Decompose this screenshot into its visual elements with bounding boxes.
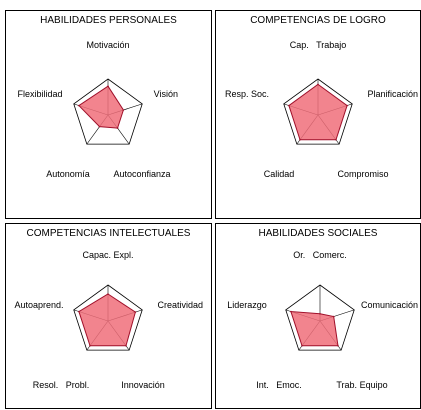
radar-chart: Motivación Visión Autoconfianza Autonomía Fl… <box>17 40 178 179</box>
radar-axis-label: Autonomía <box>46 169 90 179</box>
radar-data-point <box>346 104 348 107</box>
radar-axis-label: Calidad <box>264 169 295 179</box>
radar-data-point <box>317 83 319 86</box>
radar-panel-competencias-intelectuales: COMPETENCIAS INTELECTUALES Capac. Expl. C… <box>5 223 212 409</box>
radar-axis-label: Resol. Probl. <box>33 380 90 390</box>
radar-panel-habilidades-sociales: HABILIDADES SOCIALES Or. Comerc. Comunica… <box>215 223 421 409</box>
radar-data-point <box>78 104 80 107</box>
radar-data-point <box>290 310 292 313</box>
radar-chart: Capac. Expl. Creatividad Innovación Resol. … <box>14 250 203 390</box>
radar-series-area <box>78 293 136 347</box>
panel-title: COMPETENCIAS INTELECTUALES <box>26 228 191 239</box>
radar-data-point <box>301 344 303 347</box>
radar-axis-label: Autoaprend. <box>14 300 63 310</box>
radar-data-point <box>332 315 335 318</box>
radar-data-point <box>122 109 125 111</box>
radar-axis-label: Cap. Trabajo <box>290 40 347 50</box>
radar-panel-habilidades-personales: HABILIDADES PERSONALES Motivación Visión A… <box>5 10 212 219</box>
radar-axis-label: Capac. Expl. <box>82 250 133 260</box>
radar-series-area <box>78 85 124 129</box>
radar-axis-label: Visión <box>154 89 178 99</box>
radar-frame <box>283 78 353 145</box>
radar-data-point <box>78 310 80 313</box>
radar-axis-label: Int. Emoc. <box>256 380 302 390</box>
radar-chart: Or. Comerc. Comunicación Trab. Equipo Int. … <box>227 250 418 390</box>
radar-data-point <box>299 138 301 141</box>
radar-data-point <box>319 313 321 315</box>
radar-data-point <box>89 344 91 347</box>
radar-axis-label: Comunicación <box>361 300 418 310</box>
radar-data-point <box>134 311 137 313</box>
radar-axis-label: Motivación <box>86 40 129 50</box>
radar-data-point <box>335 138 337 141</box>
radar-axis-label: Planificación <box>367 89 418 99</box>
radar-panel-competencias-de-logro: COMPETENCIAS DE LOGRO Cap. Trabajo Planif… <box>215 10 421 219</box>
radar-frame <box>73 284 143 351</box>
radar-data-point <box>98 125 101 128</box>
radar-axis-label: Creatividad <box>157 300 203 310</box>
radar-data-point <box>125 344 127 347</box>
radar-series-area <box>288 83 348 141</box>
radar-data-point <box>107 85 109 87</box>
radar-axis-label: Trab. Equipo <box>336 380 387 390</box>
radar-axis-label: Autoconfianza <box>113 169 170 179</box>
radar-chart: Cap. Trabajo Planificación Compromiso Calid… <box>225 40 418 179</box>
radar-data-point <box>337 344 339 347</box>
radar-axis-label: Innovación <box>121 380 165 390</box>
radar-axis-label: Liderazgo <box>227 300 267 310</box>
radar-axis-label: Compromiso <box>337 169 388 179</box>
radar-axis-label: Or. Comerc. <box>293 250 347 260</box>
panel-title: HABILIDADES PERSONALES <box>40 15 177 26</box>
radar-axis-label: Flexibilidad <box>17 89 62 99</box>
radar-series-area <box>290 310 339 347</box>
radar-frame <box>73 78 143 145</box>
panel-title: HABILIDADES SOCIALES <box>258 228 378 239</box>
radar-data-point <box>288 104 290 107</box>
radar-frame <box>285 284 355 351</box>
panel-title: COMPETENCIAS DE LOGRO <box>250 15 386 26</box>
radar-data-point <box>107 293 109 295</box>
radar-axis-label: Resp. Soc. <box>225 89 269 99</box>
radar-data-point <box>116 127 119 129</box>
